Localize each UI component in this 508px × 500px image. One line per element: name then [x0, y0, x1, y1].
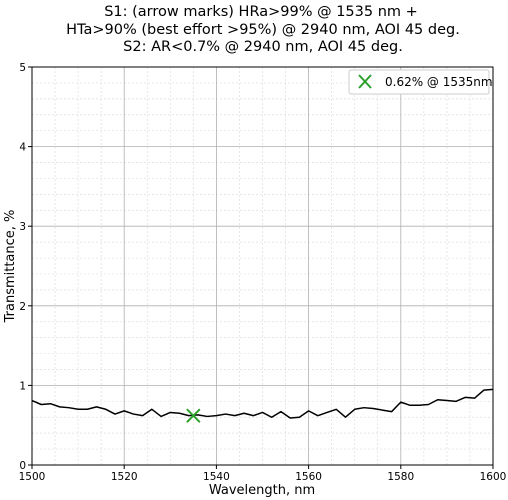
y-tick-label: 1	[19, 380, 26, 392]
title-line-2: HTa>90% (best effort >95%) @ 2940 nm, AO…	[66, 22, 460, 38]
marker-layer	[186, 408, 201, 423]
x-tick-label: 1560	[295, 471, 322, 483]
y-tick-label: 0	[19, 460, 26, 472]
y-axis-label: Transmittance, %	[3, 210, 18, 324]
x-tick-label: 1520	[111, 471, 138, 483]
marker-x-icon	[186, 408, 201, 423]
y-tick-label: 4	[19, 142, 26, 154]
y-tick-label: 3	[19, 221, 26, 233]
title-line-3: S2: AR<0.7% @ 2940 nm, AOI 45 deg.	[123, 39, 403, 55]
title-line-1: S1: (arrow marks) HRa>99% @ 1535 nm +	[104, 4, 418, 20]
y-tick-label: 2	[19, 301, 26, 313]
x-tick-label: 1580	[387, 471, 414, 483]
x-tick-label: 1540	[203, 471, 230, 483]
legend-label: 0.62% @ 1535nm	[385, 75, 493, 89]
ticks: 1500 1520 1540 1560 1580 1600 0 1 2 3 4 5	[19, 62, 507, 483]
legend-marker-x-icon	[358, 74, 372, 89]
plot-frame	[31, 66, 494, 466]
x-tick-label: 1500	[19, 471, 46, 483]
y-tick-label: 5	[19, 62, 26, 74]
minor-grid	[32, 67, 493, 465]
chart-title: S1: (arrow marks) HRa>99% @ 1535 nm + HT…	[66, 4, 460, 55]
series-layer	[31, 388, 494, 419]
legend: 0.62% @ 1535nm	[348, 69, 493, 95]
x-axis-label: Wavelength, nm	[209, 483, 315, 498]
legend-box	[348, 69, 490, 95]
x-tick-label: 1600	[480, 471, 507, 483]
transmittance-line	[31, 388, 494, 419]
